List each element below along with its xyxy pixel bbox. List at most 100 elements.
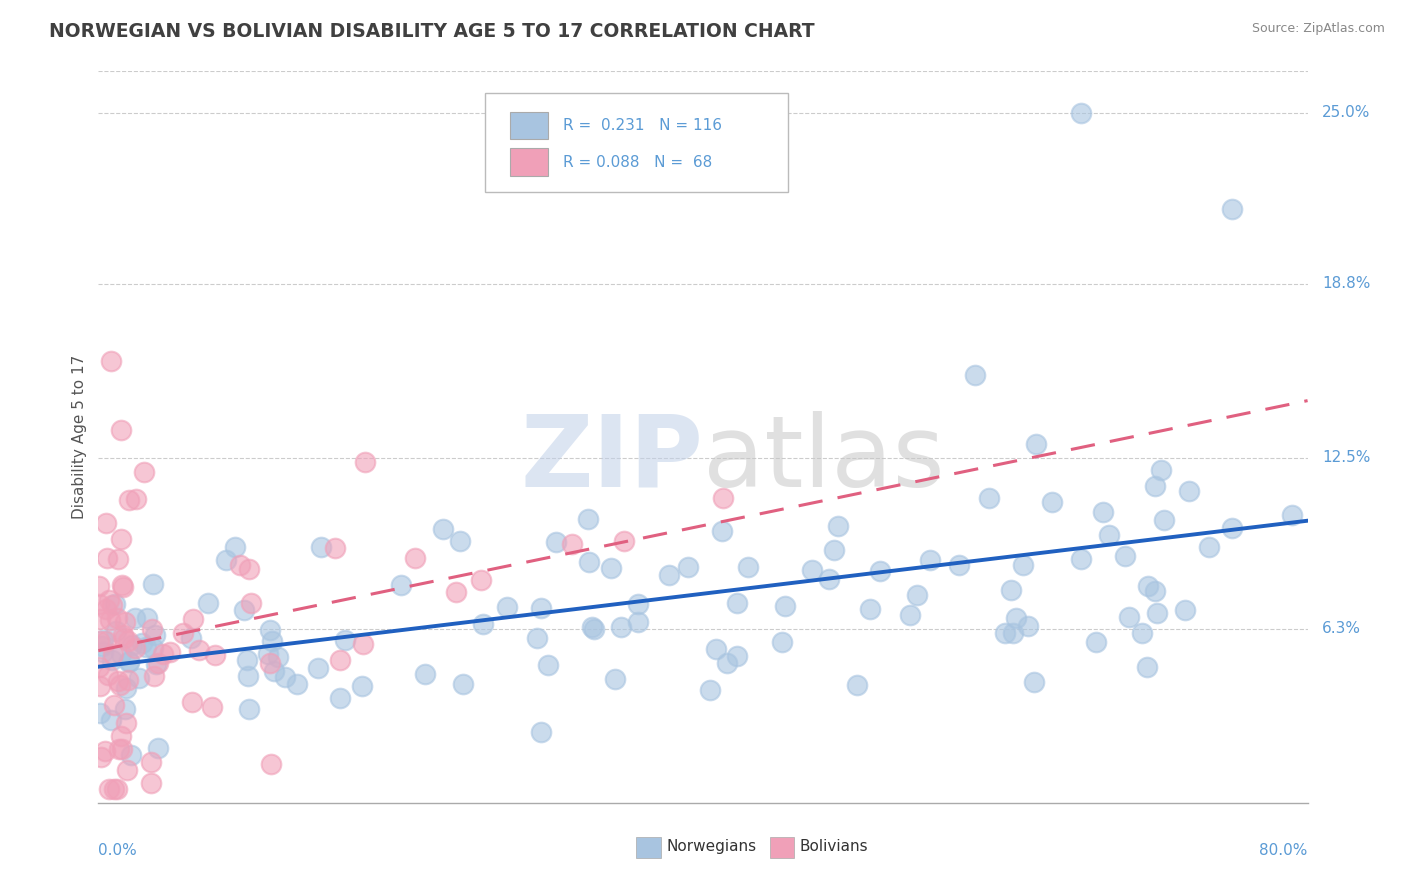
Point [172,626,194,640]
Point [413,667,436,681]
Point [1022,674,1045,689]
Text: R = 0.088   N =  68: R = 0.088 N = 68 [562,154,711,169]
Point [124,611,146,625]
Point [114,681,136,695]
Point [845,678,868,692]
Point [110,729,132,743]
Point [537,658,560,673]
Text: 18.8%: 18.8% [1322,277,1371,292]
Point [561,537,583,551]
Text: 0.0%: 0.0% [98,843,138,858]
Point [94,744,117,758]
Point [948,558,970,572]
Point [1000,582,1022,597]
Point [135,640,157,654]
Point [1040,494,1063,508]
Point [141,622,163,636]
Point [716,656,738,670]
Text: 12.5%: 12.5% [1322,450,1371,466]
Point [180,695,202,709]
Point [1012,558,1035,572]
Point [1220,202,1243,217]
Point [98,613,121,627]
Point [238,669,260,683]
Point [180,632,202,646]
Point [89,633,111,648]
Point [118,656,141,670]
Point [110,423,132,437]
Point [800,563,823,577]
Point [101,653,124,667]
Point [110,677,132,691]
Point [259,656,281,670]
Point [706,642,728,657]
Point [613,534,636,549]
Point [89,579,111,593]
Point [1144,584,1167,599]
Point [770,635,793,649]
Point [91,640,114,654]
Point [104,624,127,638]
Point [827,519,849,533]
Point [699,682,721,697]
Point [449,534,471,549]
Point [1153,513,1175,527]
Point [139,776,162,790]
Point [977,491,1000,505]
Point [1098,527,1121,541]
Point [238,702,260,716]
Point [858,602,880,616]
Point [98,593,121,607]
Point [1130,625,1153,640]
Point [1004,611,1026,625]
Point [87,597,110,611]
Point [139,755,162,769]
Point [114,615,136,629]
Point [578,555,600,569]
Point [905,588,928,602]
Point [576,512,599,526]
Text: ZIP: ZIP [520,410,703,508]
Point [329,690,352,705]
Point [530,601,553,615]
Point [389,578,412,592]
Point [125,492,148,507]
Text: Source: ZipAtlas.com: Source: ZipAtlas.com [1251,22,1385,36]
Point [353,455,375,469]
Point [333,633,356,648]
Point [107,610,129,624]
Point [100,354,122,368]
Point [599,561,621,575]
Point [110,532,132,546]
Point [257,647,280,661]
Point [994,626,1017,640]
Point [260,634,283,648]
FancyBboxPatch shape [485,94,787,192]
Point [274,670,297,684]
Point [229,558,252,572]
Point [91,645,114,659]
Point [1198,540,1220,554]
Text: Bolivians: Bolivians [800,839,869,855]
Point [1085,634,1108,648]
Point [1136,660,1159,674]
Point [471,617,494,632]
Point [107,673,129,688]
Point [496,600,519,615]
Point [224,540,246,554]
Point [451,677,474,691]
Point [818,572,841,586]
Point [97,782,120,797]
Point [97,668,120,682]
Point [107,552,129,566]
Point [128,672,150,686]
Point [1092,505,1115,519]
Point [325,541,347,555]
Point [146,741,169,756]
Point [115,763,138,777]
Point [96,551,118,566]
Text: 25.0%: 25.0% [1322,105,1371,120]
Point [711,491,734,505]
Point [233,603,256,617]
Point [131,636,153,650]
